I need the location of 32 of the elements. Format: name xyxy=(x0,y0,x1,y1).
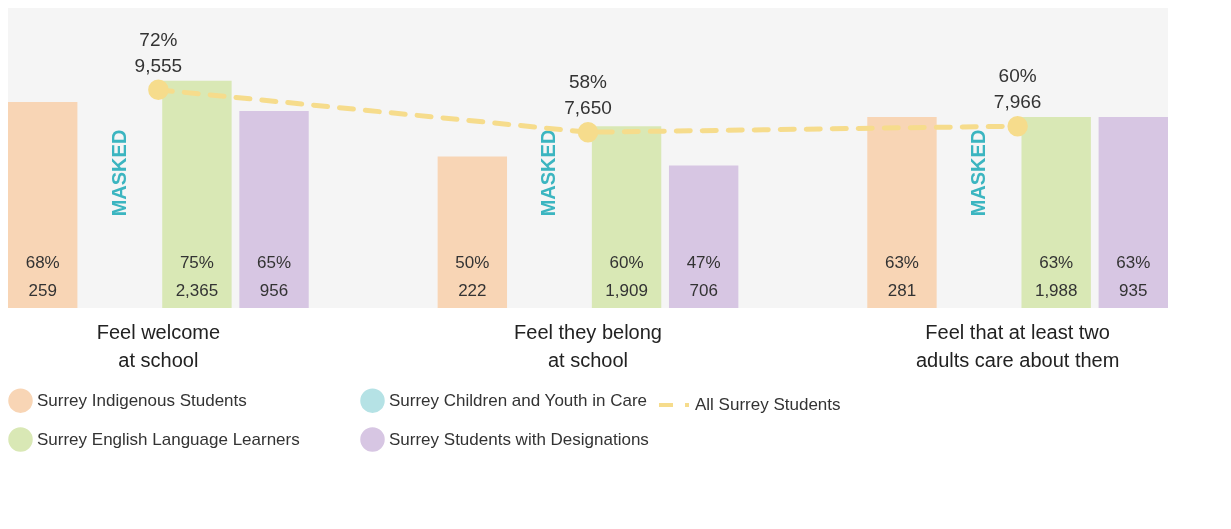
x-tick-label: Feel welcome at school xyxy=(96,320,221,371)
bar xyxy=(8,101,78,308)
legend-label: All Surrey Students xyxy=(695,395,841,414)
data-label: 63% 1,988 xyxy=(1034,253,1078,300)
bar xyxy=(1098,117,1168,308)
bar xyxy=(437,156,508,308)
text: MASKED xyxy=(107,129,130,217)
data-label: 68% 259 xyxy=(25,253,60,300)
x-tick-label: Feel they belong at school xyxy=(514,320,662,371)
data-label: 72% 9,555 xyxy=(134,28,183,76)
data-label: 63% 935 xyxy=(1116,253,1151,300)
bar xyxy=(1021,117,1091,308)
data-label: 60% 7,966 xyxy=(993,65,1042,113)
data-label: 60% 1,909 xyxy=(605,253,648,300)
legend-label: Surrey Students with Designations xyxy=(389,429,649,449)
bar xyxy=(591,126,662,308)
x-tick-label: Feel that at least two adults care about them xyxy=(915,320,1120,371)
legend-label: Surrey English Language Learners xyxy=(37,429,300,449)
data-label: 75% 2,365 xyxy=(175,253,219,300)
bar xyxy=(668,165,739,308)
data-label: 65% 956 xyxy=(257,253,292,300)
text: MASKED xyxy=(537,129,560,217)
data-label: 58% 7,650 xyxy=(564,71,612,119)
data-label: 50% 222 xyxy=(455,253,490,300)
bar xyxy=(867,117,937,308)
bar xyxy=(162,80,232,308)
legend-label: Surrey Indigenous Students xyxy=(37,390,247,410)
data-label: 47% 706 xyxy=(686,253,721,300)
text: MASKED xyxy=(967,129,990,217)
data-label: 63% 281 xyxy=(884,253,919,300)
bar xyxy=(239,111,309,308)
legend-label: Surrey Children and Youth in Care xyxy=(389,390,647,410)
